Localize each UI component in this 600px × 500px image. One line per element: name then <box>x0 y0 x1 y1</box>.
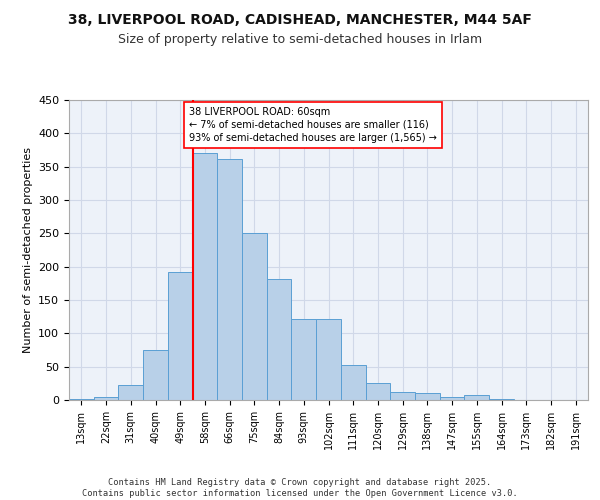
Bar <box>365 384 390 400</box>
Bar <box>94 398 118 400</box>
Y-axis label: Number of semi-detached properties: Number of semi-detached properties <box>23 147 32 353</box>
Bar <box>415 394 440 400</box>
Bar <box>489 398 514 400</box>
Text: 38, LIVERPOOL ROAD, CADISHEAD, MANCHESTER, M44 5AF: 38, LIVERPOOL ROAD, CADISHEAD, MANCHESTE… <box>68 12 532 26</box>
Bar <box>168 272 193 400</box>
Bar <box>464 396 489 400</box>
Bar <box>267 280 292 400</box>
Text: 38 LIVERPOOL ROAD: 60sqm
← 7% of semi-detached houses are smaller (116)
93% of s: 38 LIVERPOOL ROAD: 60sqm ← 7% of semi-de… <box>189 106 437 143</box>
Bar <box>242 234 267 400</box>
Bar <box>69 398 94 400</box>
Bar <box>193 154 217 400</box>
Text: Size of property relative to semi-detached houses in Irlam: Size of property relative to semi-detach… <box>118 32 482 46</box>
Bar <box>217 158 242 400</box>
Bar <box>341 366 365 400</box>
Bar <box>440 396 464 400</box>
Bar <box>143 350 168 400</box>
Bar <box>316 320 341 400</box>
Bar <box>292 320 316 400</box>
Bar <box>118 384 143 400</box>
Text: Contains HM Land Registry data © Crown copyright and database right 2025.
Contai: Contains HM Land Registry data © Crown c… <box>82 478 518 498</box>
Bar <box>390 392 415 400</box>
